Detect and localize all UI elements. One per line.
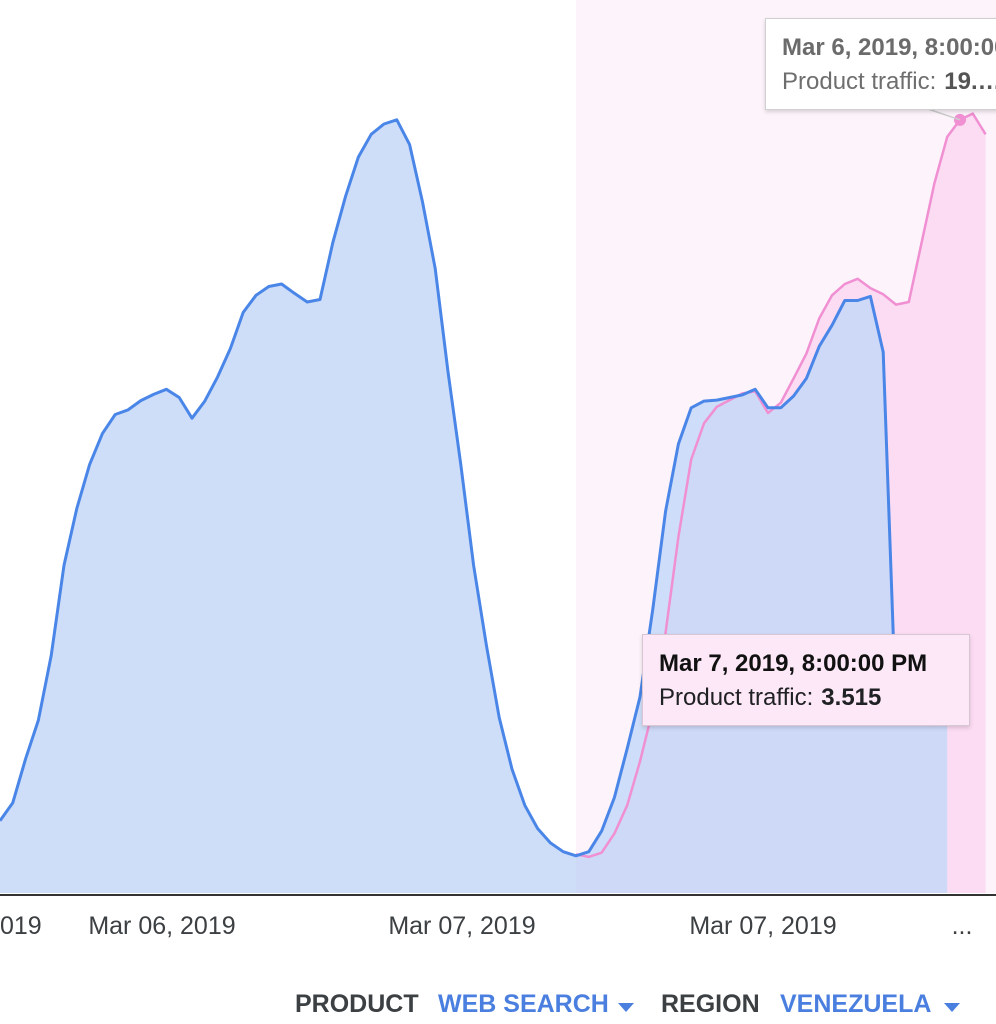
tooltip-blue-series: Mar 7, 2019, 8:00:00 PM Product traffic:…: [642, 634, 970, 726]
tooltip-date: Mar 7, 2019, 8:00:00 PM: [659, 650, 928, 677]
chevron-down-icon[interactable]: [944, 1003, 960, 1012]
tooltip-date: Mar 6, 2019, 8:00:00 PM: [782, 34, 996, 61]
region-label: REGION: [661, 990, 760, 1018]
tooltip-value: 3.515: [821, 684, 882, 711]
x-tick-label: 019: [0, 912, 42, 940]
tooltip-pink-series: Mar 6, 2019, 8:00:00 PM Product traffic:…: [765, 18, 996, 110]
filter-bar: PRODUCT WEB SEARCH REGION VENEZUELA: [0, 988, 996, 1024]
product-dropdown[interactable]: WEB SEARCH: [438, 990, 609, 1018]
x-tick-label: ...: [952, 912, 973, 940]
traffic-chart: 019 Mar 06, 2019 Mar 07, 2019 Mar 07, 2019.…: [0, 0, 996, 940]
x-tick-label: Mar 07, 2019: [388, 912, 535, 940]
x-tick-label: Mar 06, 2019: [88, 912, 235, 940]
chevron-down-icon[interactable]: [618, 1003, 634, 1012]
tooltip-label: Product traffic:: [782, 68, 937, 95]
line-pink-series: [575, 112, 987, 859]
product-label: PRODUCT: [295, 990, 419, 1018]
region-dropdown[interactable]: VENEZUELA: [780, 990, 932, 1018]
tooltip-label: Product traffic:: [659, 684, 814, 711]
tooltip-value: 19.…: [944, 68, 996, 95]
x-tick-label: Mar 07, 2019: [689, 912, 836, 940]
line-blue-series: [0, 118, 948, 858]
